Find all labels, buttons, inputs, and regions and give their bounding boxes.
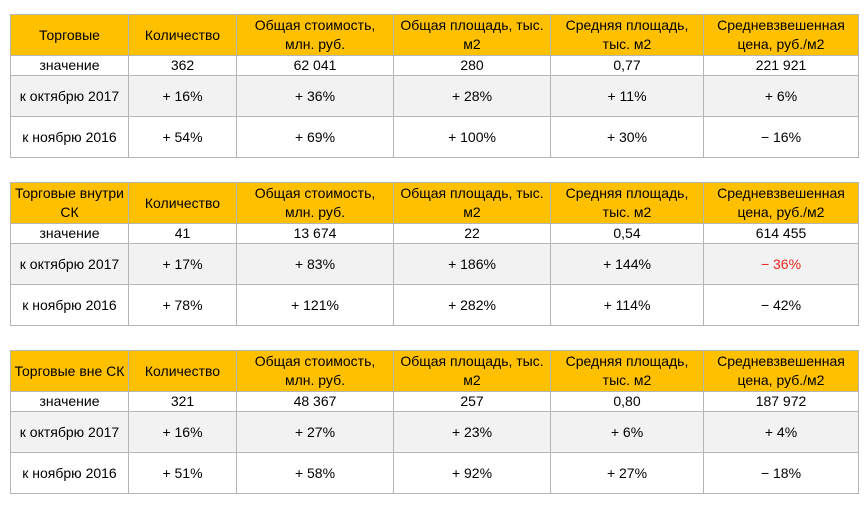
table-cell: + 6% [550, 411, 704, 453]
table-header-row: Торговые внутри СК Количество Общая стои… [10, 182, 859, 224]
table-cell: + 114% [550, 284, 704, 326]
table-header-row: Торговые Количество Общая стоимость, млн… [10, 14, 859, 56]
table-cell: 62 041 [236, 55, 394, 76]
table-cell: + 78% [128, 284, 237, 326]
column-header: Средняя площадь, тыс. м2 [550, 14, 704, 56]
table-cell: + 16% [128, 411, 237, 453]
column-header: Общая стоимость, млн. руб. [236, 182, 394, 224]
row-label: к октябрю 2017 [10, 75, 129, 117]
table-cell: + 4% [703, 411, 859, 453]
table-cell: 321 [128, 391, 237, 412]
table-cell: + 54% [128, 116, 237, 158]
row-label: значение [10, 55, 129, 76]
table-cell: + 144% [550, 243, 704, 285]
table-cell: + 16% [128, 75, 237, 117]
row-label: к октябрю 2017 [10, 243, 129, 285]
table-cell: 22 [393, 223, 551, 244]
column-header: Количество [128, 14, 237, 56]
column-header: Средневзвешенная цена, руб./м2 [703, 182, 859, 224]
table-cell: 0,80 [550, 391, 704, 412]
table-cell: 187 972 [703, 391, 859, 412]
table-row: к октябрю 2017 + 17% + 83% + 186% + 144%… [10, 243, 859, 285]
table-cell: + 186% [393, 243, 551, 285]
table-cell: 0,54 [550, 223, 704, 244]
row-label: значение [10, 223, 129, 244]
row-label: к ноябрю 2016 [10, 452, 129, 494]
column-header: Общая площадь, тыс. м2 [393, 350, 551, 392]
table-cell: + 58% [236, 452, 394, 494]
stats-table-trade-inside-sk: Торговые внутри СК Количество Общая стои… [10, 182, 859, 326]
column-header: Средняя площадь, тыс. м2 [550, 350, 704, 392]
table-cell: 362 [128, 55, 237, 76]
table-cell: − 16% [703, 116, 859, 158]
table-cell: − 42% [703, 284, 859, 326]
column-header: Средневзвешенная цена, руб./м2 [703, 350, 859, 392]
row-label: к ноябрю 2016 [10, 116, 129, 158]
column-header: Средняя площадь, тыс. м2 [550, 182, 704, 224]
table-cell: + 69% [236, 116, 394, 158]
column-header: Средневзвешенная цена, руб./м2 [703, 14, 859, 56]
table-cell: 0,77 [550, 55, 704, 76]
table-row: значение 321 48 367 257 0,80 187 972 [10, 391, 859, 412]
table-cell: 614 455 [703, 223, 859, 244]
table-cell: + 36% [236, 75, 394, 117]
table-cell: 48 367 [236, 391, 394, 412]
table-cell-highlighted: − 36% [703, 243, 859, 285]
table-row: к ноябрю 2016 + 51% + 58% + 92% + 27% − … [10, 452, 859, 494]
table-cell: + 27% [550, 452, 704, 494]
table-title: Торговые вне СК [10, 350, 129, 392]
table-row: значение 41 13 674 22 0,54 614 455 [10, 223, 859, 244]
table-cell: + 6% [703, 75, 859, 117]
column-header: Количество [128, 350, 237, 392]
column-header: Общая площадь, тыс. м2 [393, 14, 551, 56]
stats-table-trade: Торговые Количество Общая стоимость, млн… [10, 14, 859, 158]
table-cell: − 18% [703, 452, 859, 494]
row-label: значение [10, 391, 129, 412]
table-row: к октябрю 2017 + 16% + 36% + 28% + 11% +… [10, 75, 859, 117]
table-cell: + 282% [393, 284, 551, 326]
column-header: Общая площадь, тыс. м2 [393, 182, 551, 224]
column-header: Общая стоимость, млн. руб. [236, 350, 394, 392]
table-cell: 280 [393, 55, 551, 76]
table-cell: + 92% [393, 452, 551, 494]
table-cell: + 83% [236, 243, 394, 285]
table-cell: + 30% [550, 116, 704, 158]
table-header-row: Торговые вне СК Количество Общая стоимос… [10, 350, 859, 392]
table-row: к ноябрю 2016 + 78% + 121% + 282% + 114%… [10, 284, 859, 326]
table-cell: 13 674 [236, 223, 394, 244]
table-cell: + 11% [550, 75, 704, 117]
table-cell: + 100% [393, 116, 551, 158]
row-label: к октябрю 2017 [10, 411, 129, 453]
table-row: значение 362 62 041 280 0,77 221 921 [10, 55, 859, 76]
table-cell: 41 [128, 223, 237, 244]
table-row: к ноябрю 2016 + 54% + 69% + 100% + 30% −… [10, 116, 859, 158]
table-title: Торговые [10, 14, 129, 56]
table-cell: + 51% [128, 452, 237, 494]
table-cell: + 23% [393, 411, 551, 453]
row-label: к ноябрю 2016 [10, 284, 129, 326]
stats-table-trade-outside-sk: Торговые вне СК Количество Общая стоимос… [10, 350, 859, 494]
table-row: к октябрю 2017 + 16% + 27% + 23% + 6% + … [10, 411, 859, 453]
table-cell: 257 [393, 391, 551, 412]
table-cell: + 121% [236, 284, 394, 326]
column-header: Общая стоимость, млн. руб. [236, 14, 394, 56]
table-cell: + 27% [236, 411, 394, 453]
table-cell: 221 921 [703, 55, 859, 76]
table-cell: + 28% [393, 75, 551, 117]
table-title: Торговые внутри СК [10, 182, 129, 224]
column-header: Количество [128, 182, 237, 224]
table-cell: + 17% [128, 243, 237, 285]
